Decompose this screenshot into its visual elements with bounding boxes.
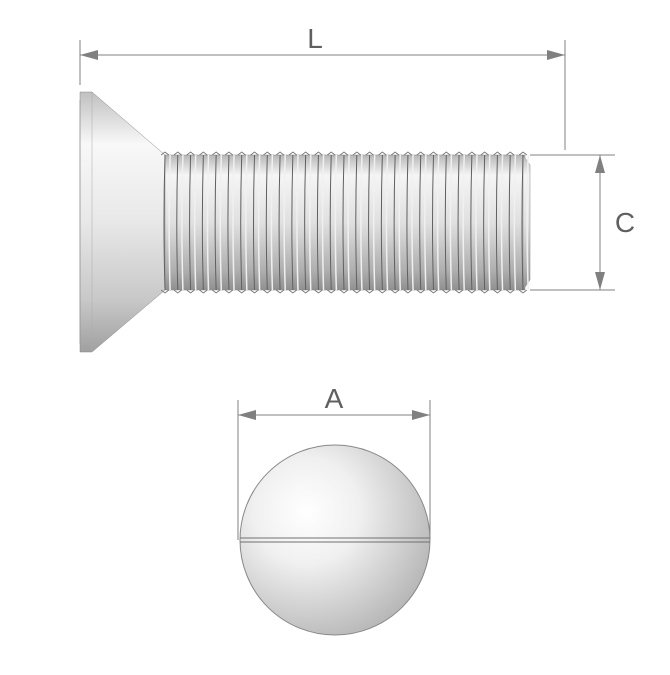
dimension-a-label: A [325, 383, 344, 414]
technical-diagram: L C [0, 0, 670, 670]
screw-side-view [80, 92, 530, 352]
dimension-c: C [530, 155, 635, 290]
dimension-l-label: L [307, 23, 323, 54]
diagram-svg: L C [0, 0, 670, 670]
dimension-c-label: C [615, 207, 635, 238]
screw-head [80, 92, 165, 352]
screw-end-view [240, 445, 430, 635]
head-circle [240, 445, 430, 635]
dimension-l: L [80, 23, 565, 150]
